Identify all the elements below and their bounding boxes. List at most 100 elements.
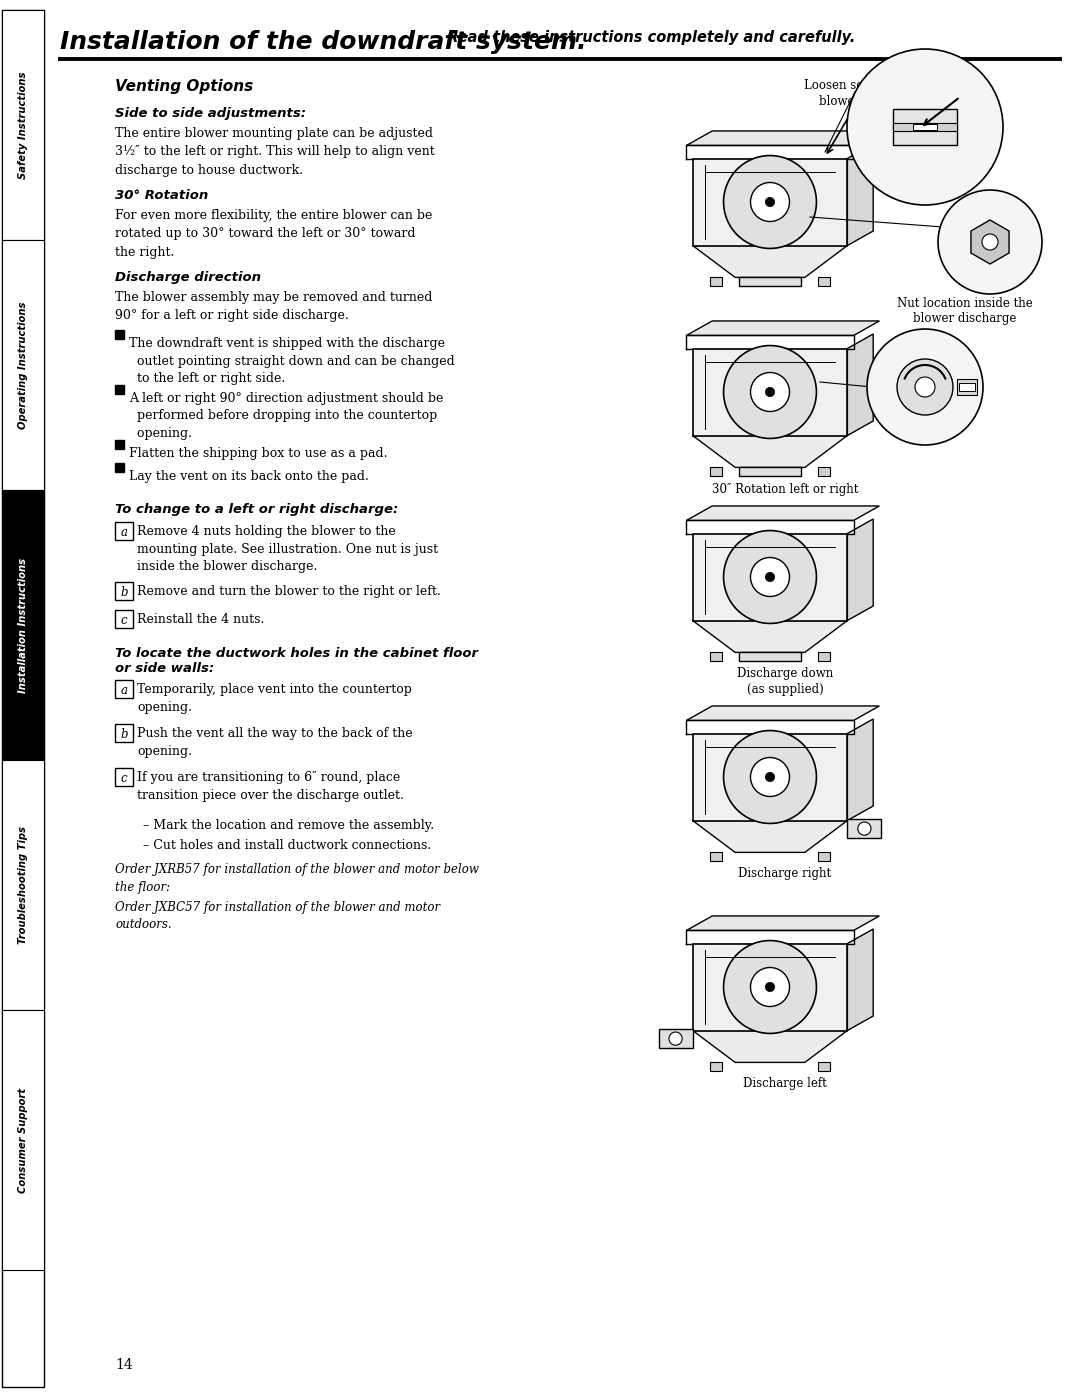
Circle shape (724, 731, 816, 823)
Text: Order JXBC57 for installation of the blower and motor
outdoors.: Order JXBC57 for installation of the blo… (114, 901, 441, 932)
Circle shape (766, 982, 774, 992)
Circle shape (858, 821, 872, 835)
Polygon shape (692, 1031, 848, 1062)
Circle shape (751, 557, 789, 597)
Polygon shape (687, 506, 879, 521)
Bar (710, 852, 723, 861)
Circle shape (939, 190, 1042, 293)
Text: Reinstall the 4 nuts.: Reinstall the 4 nuts. (137, 613, 265, 626)
Polygon shape (692, 246, 848, 278)
Text: b: b (120, 585, 127, 598)
Text: 14: 14 (114, 1358, 133, 1372)
Bar (710, 1062, 723, 1071)
Polygon shape (848, 719, 874, 820)
Bar (114, 522, 133, 541)
Text: Safety Instructions: Safety Instructions (18, 71, 28, 179)
Bar (114, 330, 124, 339)
Bar (818, 468, 831, 476)
Text: – Mark the location and remove the assembly.: – Mark the location and remove the assem… (143, 819, 434, 833)
Bar (818, 1062, 831, 1071)
Bar (739, 652, 801, 661)
Bar (739, 468, 801, 476)
Text: 30° Rotation: 30° Rotation (114, 189, 208, 203)
Text: To change to a left or right discharge:: To change to a left or right discharge: (114, 503, 399, 515)
Circle shape (915, 377, 935, 397)
Text: Read these instructions completely and carefully.: Read these instructions completely and c… (442, 29, 855, 45)
Bar (710, 468, 723, 476)
Bar (739, 278, 801, 286)
Text: Troubleshooting Tips: Troubleshooting Tips (18, 826, 28, 944)
Bar (2, 240, 44, 490)
Text: a: a (121, 683, 127, 697)
Polygon shape (692, 620, 848, 652)
Bar (692, 733, 848, 820)
Polygon shape (687, 916, 879, 930)
Circle shape (867, 330, 983, 446)
Bar (893, 109, 957, 145)
Bar (692, 348, 848, 436)
Circle shape (724, 155, 816, 249)
Text: Operating Instructions: Operating Instructions (18, 302, 28, 429)
Text: Order JXRB57 for installation of the blower and motor below
the floor:: Order JXRB57 for installation of the blo… (114, 863, 478, 894)
Polygon shape (848, 929, 874, 1031)
Text: The blower assembly may be removed and turned
90° for a left or right side disch: The blower assembly may be removed and t… (114, 291, 432, 323)
Circle shape (847, 49, 1003, 205)
Bar (2, 1010, 44, 1270)
Bar (114, 440, 124, 448)
Bar (114, 583, 133, 599)
Text: Nut location inside the
blower discharge: Nut location inside the blower discharge (897, 298, 1032, 326)
Bar (692, 943, 848, 1031)
Text: Loosen screws to adjust
blower left to right: Loosen screws to adjust blower left to r… (804, 80, 946, 108)
Text: b: b (120, 728, 127, 740)
Circle shape (724, 940, 816, 1034)
Text: Consumer Support: Consumer Support (18, 1087, 28, 1193)
Bar (2, 760, 44, 1010)
Polygon shape (971, 219, 1009, 264)
Bar (818, 278, 831, 286)
Bar (818, 852, 831, 861)
Text: The entire blower mounting plate can be adjusted
3½″ to the left or right. This : The entire blower mounting plate can be … (114, 127, 435, 177)
Text: Installation Instructions: Installation Instructions (18, 557, 28, 693)
Circle shape (724, 345, 816, 439)
Polygon shape (848, 520, 874, 620)
Polygon shape (687, 131, 879, 145)
Text: Venting Options: Venting Options (114, 80, 253, 94)
Polygon shape (687, 705, 879, 721)
Text: Side to side adjustments:: Side to side adjustments: (114, 108, 306, 120)
Bar (114, 768, 133, 787)
Bar (114, 462, 124, 472)
Text: To locate the ductwork holes in the cabinet floor
or side walls:: To locate the ductwork holes in the cabi… (114, 647, 478, 675)
Text: For even more flexibility, the entire blower can be
rotated up to 30° toward the: For even more flexibility, the entire bl… (114, 210, 432, 258)
Bar (818, 652, 831, 661)
Bar (913, 124, 937, 130)
Text: Discharge left: Discharge left (743, 1077, 827, 1091)
Text: Discharge direction: Discharge direction (114, 271, 261, 284)
Circle shape (751, 968, 789, 1006)
Circle shape (897, 359, 953, 415)
Polygon shape (692, 820, 848, 852)
Text: Flatten the shipping box to use as a pad.: Flatten the shipping box to use as a pad… (129, 447, 388, 460)
Text: – Cut holes and install ductwork connections.: – Cut holes and install ductwork connect… (143, 840, 431, 852)
Text: The downdraft vent is shipped with the discharge
  outlet pointing straight down: The downdraft vent is shipped with the d… (129, 337, 455, 386)
Text: If you are transitioning to 6″ round, place
transition piece over the discharge : If you are transitioning to 6″ round, pl… (137, 771, 404, 802)
Bar (959, 383, 975, 391)
Circle shape (751, 183, 789, 222)
Bar (114, 386, 124, 394)
Text: Push the vent all the way to the back of the
opening.: Push the vent all the way to the back of… (137, 726, 413, 757)
Bar (848, 819, 881, 838)
Circle shape (766, 773, 774, 782)
Bar (114, 724, 133, 742)
Polygon shape (848, 144, 874, 246)
Bar (692, 534, 848, 620)
Circle shape (669, 1032, 683, 1045)
Text: Discharge right: Discharge right (739, 868, 832, 880)
Bar (114, 680, 133, 698)
Text: Remove 4 nuts holding the blower to the
mounting plate. See illustration. One nu: Remove 4 nuts holding the blower to the … (137, 525, 438, 573)
Circle shape (982, 235, 998, 250)
Circle shape (751, 757, 789, 796)
Circle shape (766, 197, 774, 207)
Text: Discharge down
(as supplied): Discharge down (as supplied) (737, 668, 833, 696)
Bar (114, 610, 133, 629)
Text: Temporarily, place vent into the countertop
opening.: Temporarily, place vent into the counter… (137, 683, 411, 714)
Polygon shape (687, 321, 879, 335)
